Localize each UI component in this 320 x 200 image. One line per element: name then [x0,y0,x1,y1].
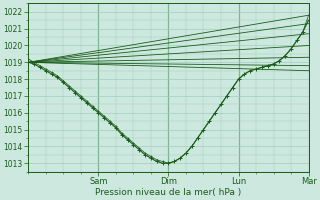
X-axis label: Pression niveau de la mer( hPa ): Pression niveau de la mer( hPa ) [95,188,242,197]
